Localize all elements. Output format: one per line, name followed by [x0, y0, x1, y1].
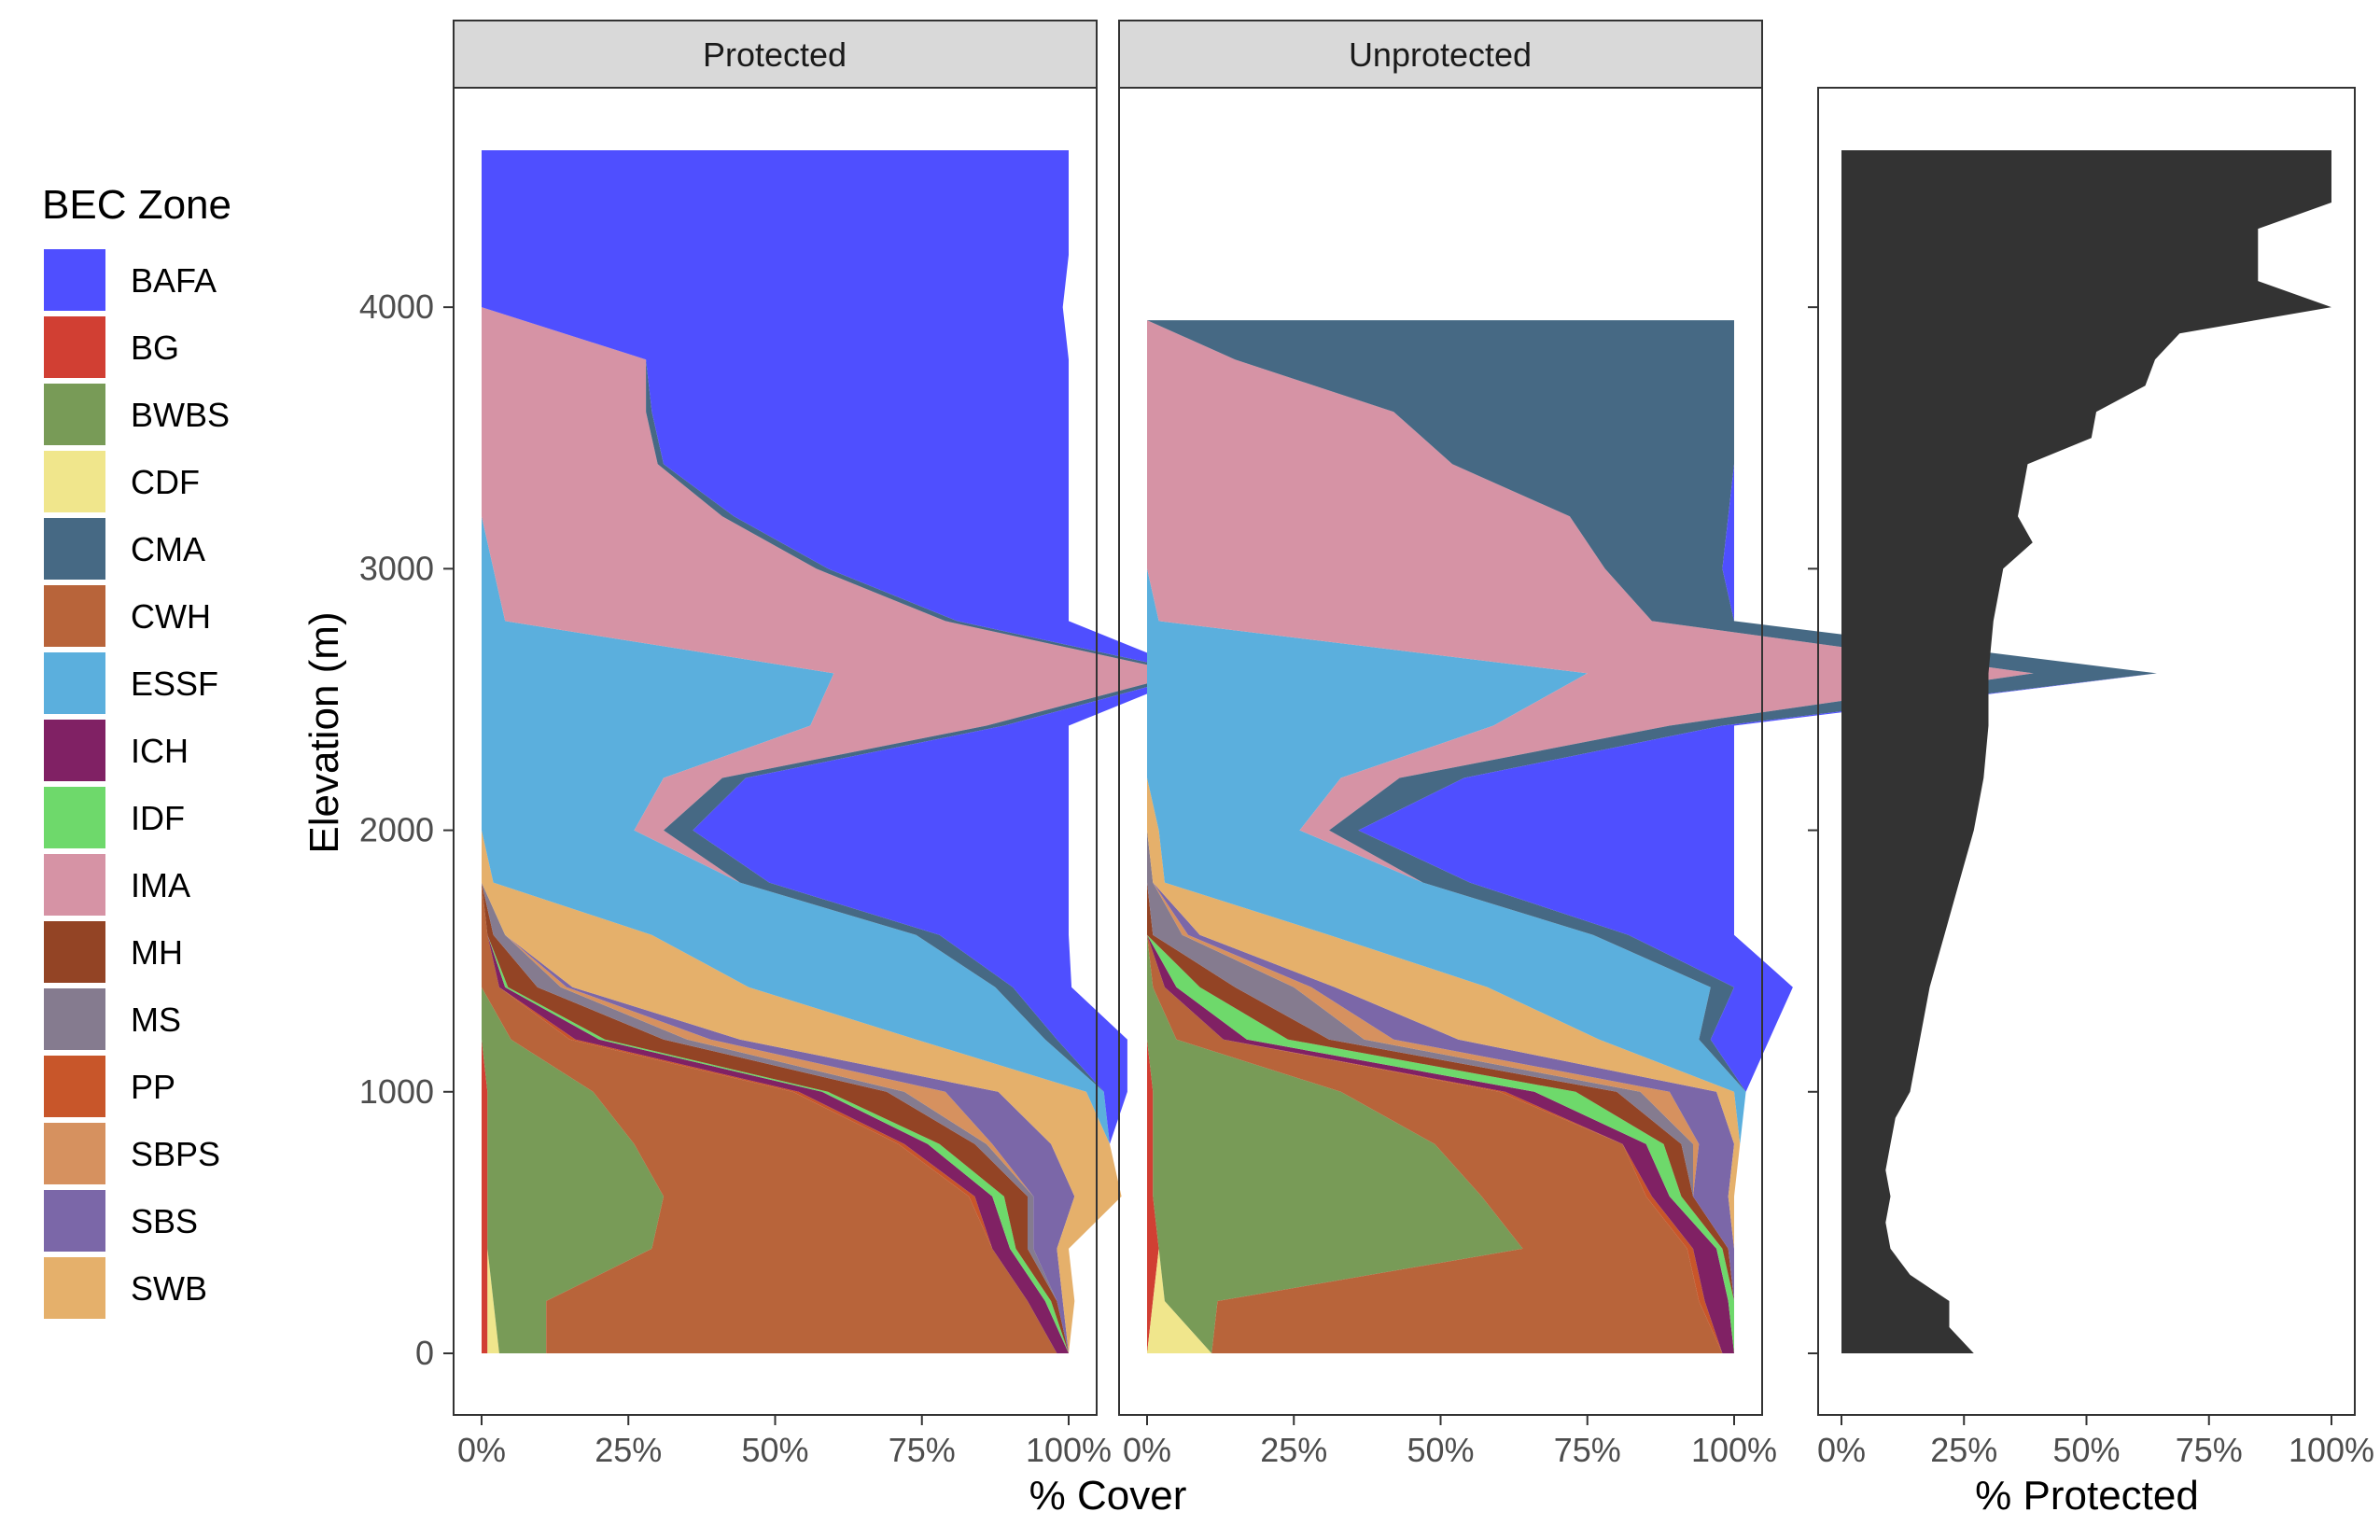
- area-cwh-unprotected: [1147, 320, 1723, 1354]
- y-axis-ticks: 0 1000 2000 3000 4000: [359, 287, 454, 1372]
- x-tick-label: 25%: [1930, 1431, 1997, 1469]
- x-tick-label: 0%: [457, 1431, 506, 1469]
- legend-label-bg: BG: [131, 329, 179, 367]
- x-tick-label: 25%: [1260, 1431, 1327, 1469]
- x-axis-ticks-protected: 0% 25% 50% 75% 100%: [457, 1415, 1112, 1469]
- legend-key-bafa: [44, 249, 105, 311]
- x-axis-title-cover: % Cover: [1029, 1473, 1187, 1519]
- area-mh-unprotected: [1147, 320, 1734, 1354]
- strip-label-protected: Protected: [703, 35, 847, 74]
- y-axis-title: Elevation (m): [301, 611, 347, 853]
- legend-label-sbps: SBPS: [131, 1135, 220, 1173]
- legend-key-essf: [44, 652, 105, 714]
- x-tick-label: 50%: [741, 1431, 808, 1469]
- legend-label-idf: IDF: [131, 799, 185, 837]
- legend-label-ima: IMA: [131, 866, 190, 904]
- legend-label-cma: CMA: [131, 530, 205, 568]
- x-tick-label: 75%: [1554, 1431, 1621, 1469]
- legend-label-ms: MS: [131, 1001, 181, 1039]
- legend-label-swb: SWB: [131, 1269, 207, 1308]
- legend: BEC Zone BAFA BG BWBS CDF CMA CWH ESSF ICH IDF IM…: [42, 182, 231, 1319]
- area-bwbs-protected: [482, 150, 664, 1353]
- area-idf-protected: [482, 150, 1069, 1353]
- strip-unprotected: [1118, 20, 1763, 89]
- area-essf-protected: [482, 150, 1122, 1353]
- area-bwbs-unprotected: [1147, 320, 1523, 1354]
- x-tick-label: 75%: [889, 1431, 956, 1469]
- legend-key-bg: [44, 316, 105, 378]
- stacked-areas-unprotected: [1147, 320, 2157, 1354]
- area-cwh-protected: [482, 150, 1057, 1353]
- y-tick-label: 3000: [359, 549, 434, 587]
- strip-protected: [453, 20, 1098, 89]
- panel-protected: Protected 0 1000 2000 3000 4000 0% 25% 50% 75% 1…: [359, 20, 1198, 1469]
- legend-label-bafa: BAFA: [131, 261, 217, 300]
- x-tick-label: 100%: [1026, 1431, 1112, 1469]
- protected-share-area: [1841, 150, 2331, 1353]
- legend-key-idf: [44, 787, 105, 848]
- x-tick-label: 100%: [1691, 1431, 1777, 1469]
- legend-key-cdf: [44, 451, 105, 512]
- legend-label-cwh: CWH: [131, 597, 211, 636]
- legend-title: BEC Zone: [42, 182, 231, 228]
- x-tick-label: 50%: [1407, 1431, 1474, 1469]
- panel-unprotected: Unprotected 0% 25% 50% 75% 100%: [1118, 20, 2157, 1469]
- legend-key-sbs: [44, 1190, 105, 1252]
- x-axis-ticks-percent-protected: 0% 25% 50% 75% 100%: [1817, 1415, 2374, 1469]
- legend-key-cwh: [44, 585, 105, 647]
- legend-key-bwbs: [44, 384, 105, 445]
- legend-key-sbps: [44, 1123, 105, 1184]
- legend-key-ich: [44, 720, 105, 781]
- y-tick-label: 1000: [359, 1072, 434, 1111]
- area-bafa-protected: [482, 150, 1198, 1353]
- x-axis-ticks-unprotected: 0% 25% 50% 75% 100%: [1123, 1415, 1777, 1469]
- legend-label-bwbs: BWBS: [131, 396, 230, 434]
- area-bg-protected: [482, 150, 488, 1353]
- area-percent-protected: [1841, 150, 2331, 1353]
- legend-items: BAFA BG BWBS CDF CMA CWH ESSF ICH IDF IMA MH MS PP SB…: [44, 249, 230, 1319]
- legend-label-ich: ICH: [131, 732, 189, 770]
- y-axis-ticks-percent-protected: [1808, 306, 1818, 1354]
- legend-label-mh: MH: [131, 933, 183, 972]
- y-tick-label: 0: [415, 1334, 434, 1372]
- y-tick-label: 2000: [359, 811, 434, 849]
- area-ima-unprotected: [1147, 320, 2034, 1354]
- legend-label-cdf: CDF: [131, 463, 200, 501]
- legend-label-pp: PP: [131, 1068, 175, 1106]
- area-ima-protected: [482, 150, 1186, 1353]
- legend-key-swb: [44, 1257, 105, 1319]
- legend-key-ima: [44, 854, 105, 916]
- area-bg-unprotected: [1147, 320, 1159, 1354]
- legend-key-pp: [44, 1056, 105, 1117]
- x-tick-label: 0%: [1123, 1431, 1171, 1469]
- legend-key-mh: [44, 921, 105, 983]
- panel-percent-protected: 0% 25% 50% 75% 100% % Protected: [1808, 87, 2374, 1519]
- area-cma-unprotected: [1147, 320, 2157, 1354]
- area-bafa-unprotected: [1358, 320, 2157, 1354]
- x-tick-label: 100%: [2289, 1431, 2374, 1469]
- legend-key-cma: [44, 518, 105, 580]
- area-essf-unprotected: [1147, 320, 1746, 1354]
- legend-label-essf: ESSF: [131, 665, 218, 703]
- x-axis-title-protected: % Protected: [1975, 1473, 2199, 1519]
- stacked-areas-protected: [482, 150, 1198, 1353]
- strip-label-unprotected: Unprotected: [1349, 35, 1532, 74]
- x-tick-label: 75%: [2176, 1431, 2243, 1469]
- y-tick-label: 4000: [359, 287, 434, 326]
- legend-key-ms: [44, 988, 105, 1050]
- x-tick-label: 50%: [2052, 1431, 2120, 1469]
- legend-label-sbs: SBS: [131, 1202, 198, 1240]
- x-tick-label: 25%: [595, 1431, 662, 1469]
- x-tick-label: 0%: [1817, 1431, 1866, 1469]
